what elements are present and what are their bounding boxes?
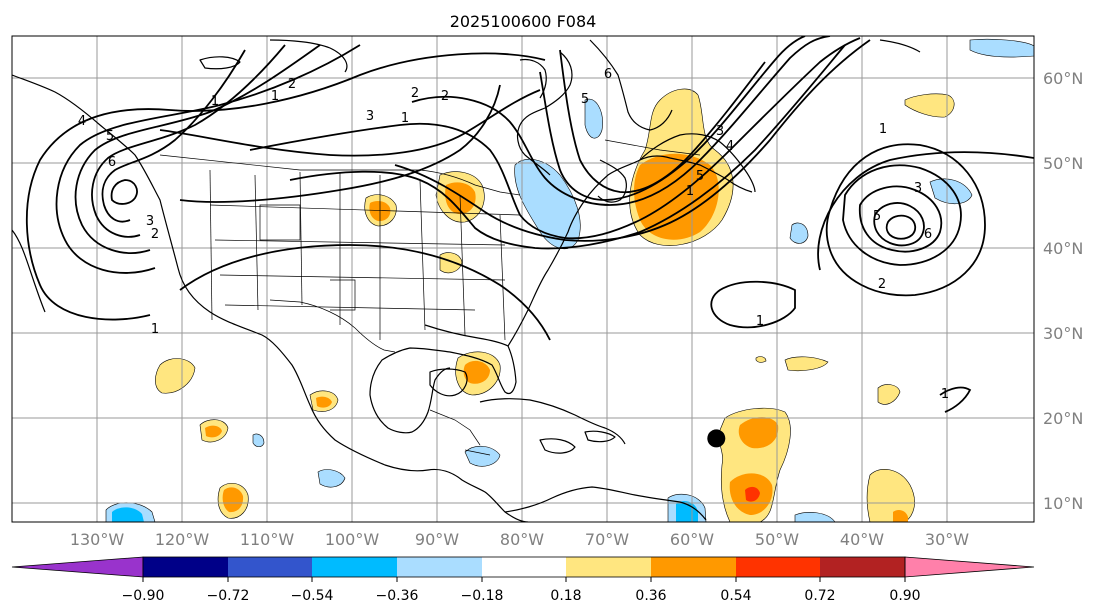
contour-label: 5: [106, 129, 114, 144]
contour-label: 5: [581, 92, 589, 107]
colorbar-segment: [820, 557, 905, 577]
contour-lines: [25, 36, 1034, 413]
colorbar-tick-label: −0.90: [122, 588, 165, 604]
contour-label: 1: [756, 314, 764, 329]
lat-tick-label: 30°N: [1043, 324, 1083, 343]
colorbar-segment: [651, 557, 736, 577]
borders: [159, 139, 701, 456]
colorbar-segment: [143, 557, 228, 577]
contour-label: 1: [686, 184, 694, 199]
colorbar-segment: [482, 557, 566, 577]
map-frame: [11, 35, 1035, 523]
map-area: 1 2 3 4 5 6 1 2 3 1 2 5 6 1 2 3 4 5 1 2 …: [12, 36, 1034, 522]
coastlines: [12, 39, 921, 522]
colorbar: −0.90 −0.72 −0.54 −0.36 −0.18 0.18 0.36 …: [11, 556, 1035, 604]
lon-tick-label: 60°W: [670, 530, 714, 549]
colorbar-tick-label: −0.18: [461, 588, 504, 604]
lon-tick-label: 40°W: [840, 530, 884, 549]
colorbar-tick-label: 0.18: [550, 588, 581, 604]
colorbar-segment: [566, 557, 651, 577]
contour-label: 1: [879, 122, 887, 137]
lon-tick-label: 130°W: [70, 530, 125, 549]
lon-tick-labels: 130°W 120°W 110°W 100°W 90°W 80°W 70°W 6…: [70, 530, 969, 549]
lat-tick-label: 50°N: [1043, 154, 1083, 173]
contour-label: 4: [78, 114, 86, 129]
colorbar-segment: [736, 557, 820, 577]
colorbar-tick-labels: −0.90 −0.72 −0.54 −0.36 −0.18 0.18 0.36 …: [122, 588, 921, 604]
lon-tick-label: 110°W: [240, 530, 295, 549]
contour-label: 5: [696, 169, 704, 184]
contour-label: 4: [726, 139, 734, 154]
lat-tick-labels: 60°N 50°N 40°N 30°N 20°N 10°N: [1043, 69, 1083, 513]
contour-label: 3: [914, 181, 922, 196]
lon-tick-label: 80°W: [500, 530, 544, 549]
lon-tick-label: 70°W: [585, 530, 629, 549]
contour-label: 2: [411, 86, 419, 101]
lon-tick-label: 30°W: [925, 530, 969, 549]
lon-tick-label: 120°W: [155, 530, 210, 549]
lon-tick-label: 100°W: [325, 530, 380, 549]
contour-label: 3: [366, 109, 374, 124]
contour-label: 2: [151, 227, 159, 242]
map-title: 2025100600 F084: [450, 12, 597, 31]
colorbar-frame: [142, 556, 906, 578]
lat-tick-label: 20°N: [1043, 409, 1083, 428]
contour-label: 2: [878, 277, 886, 292]
colorbar-segment: [228, 557, 312, 577]
contour-label: 1: [401, 111, 409, 126]
lat-tick-label: 10°N: [1043, 494, 1083, 513]
contour-label: 1: [271, 89, 279, 104]
storm-position-marker: [707, 429, 726, 448]
contour-label: 1: [211, 94, 219, 109]
contour-label: 3: [716, 124, 724, 139]
lat-tick-label: 40°N: [1043, 239, 1083, 258]
colorbar-segment: [397, 557, 482, 577]
contour-label: 1: [941, 387, 949, 402]
colorbar-tick-label: −0.72: [207, 588, 250, 604]
colorbar-tick-label: −0.54: [291, 588, 334, 604]
contour-label: 6: [604, 67, 612, 82]
lat-tick-label: 60°N: [1043, 69, 1083, 88]
contour-label: 1: [151, 322, 159, 337]
lon-tick-label: 50°W: [755, 530, 799, 549]
colorbar-tick-label: 0.72: [804, 588, 835, 604]
colorbar-tick-label: 0.90: [889, 588, 920, 604]
contour-label: 6: [108, 155, 116, 170]
colorbar-extend-min: [11, 556, 144, 578]
lon-tick-label: 90°W: [415, 530, 459, 549]
contour-label: 3: [146, 214, 154, 229]
colorbar-segment: [312, 557, 397, 577]
contour-label: 5: [873, 209, 881, 224]
colorbar-tick-label: 0.36: [635, 588, 666, 604]
map-gridlines: [12, 36, 1034, 522]
contour-label: 2: [288, 77, 296, 92]
contour-label-group: 1 2 3 4 5 6 1 2 3 1 2 5 6 1 2 3 4 5 1 2 …: [78, 67, 949, 402]
colorbar-tick-label: −0.36: [376, 588, 419, 604]
contour-label: 6: [924, 227, 932, 242]
colorbar-tick-label: 0.54: [720, 588, 751, 604]
colorbar-ticks: [142, 577, 906, 582]
colorbar-extend-max: [904, 556, 1035, 578]
contour-label: 2: [441, 89, 449, 104]
